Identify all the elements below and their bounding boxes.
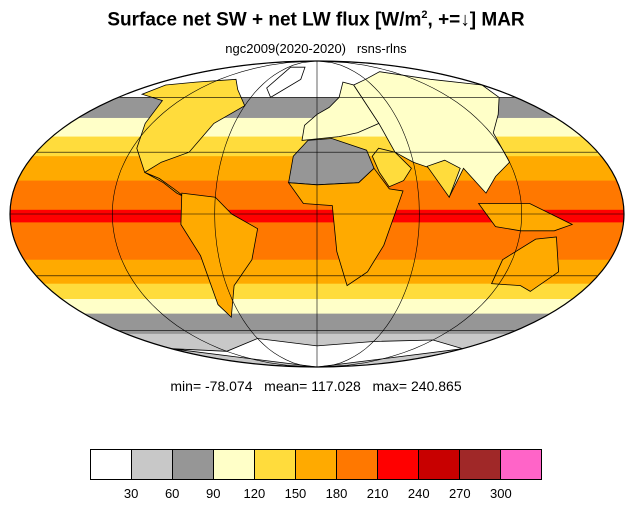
colorbar-label: 210 (366, 486, 389, 501)
colorbar-box-4 (254, 449, 295, 480)
colorbar-label: 120 (243, 486, 266, 501)
colorbar-label: 240 (407, 486, 430, 501)
continent-greenland (266, 66, 306, 98)
map-outline (9, 60, 625, 368)
continent-southeast-asia (477, 203, 574, 232)
colorbar-label: 270 (448, 486, 471, 501)
continent-north-america (136, 78, 246, 174)
colorbar-box-6 (336, 449, 377, 480)
colorbar-box-8 (418, 449, 459, 480)
stats-line: min= -78.074 mean= 117.028 max= 240.865 (170, 378, 462, 394)
colorbar-box-9 (459, 449, 500, 480)
map-title-superscript: 2 (421, 9, 428, 21)
map-title-main: Surface net SW + net LW flux [W/m (107, 9, 422, 31)
continent-australia (490, 236, 560, 292)
colorbar-labels: 30 60 90 120 150 180 210 240 270 300 (0, 486, 632, 502)
colorbar-label: 90 (206, 486, 221, 501)
colorbar-box-10 (500, 449, 542, 480)
continent-arabia (371, 147, 412, 188)
colorbar-label: 180 (325, 486, 348, 501)
continents-layer (136, 66, 574, 367)
colorbar-box-2 (172, 449, 213, 480)
map-title-suffix: , +=↓] MAR (427, 9, 525, 31)
colorbar-label: 30 (123, 486, 139, 501)
colorbar-box-0 (90, 449, 131, 480)
colorbar-label: 150 (284, 486, 307, 501)
map-subtitle: ngc2009(2020-2020) rsns-rlns (225, 41, 407, 56)
continent-south-america (180, 192, 259, 319)
colorbar-label: 300 (490, 486, 512, 501)
colorbar-label: 60 (164, 486, 180, 501)
colorbar-box-3 (213, 449, 254, 480)
map-title: Surface net SW + net LW flux [W/m2, +=↓]… (0, 9, 632, 31)
continent-india (426, 159, 461, 199)
colorbar-box-1 (131, 449, 172, 480)
continent-europe (301, 81, 380, 141)
colorbar (90, 449, 542, 480)
colorbar-box-5 (295, 449, 336, 480)
continent-asia (353, 71, 511, 199)
colorbar-box-7 (377, 449, 418, 480)
